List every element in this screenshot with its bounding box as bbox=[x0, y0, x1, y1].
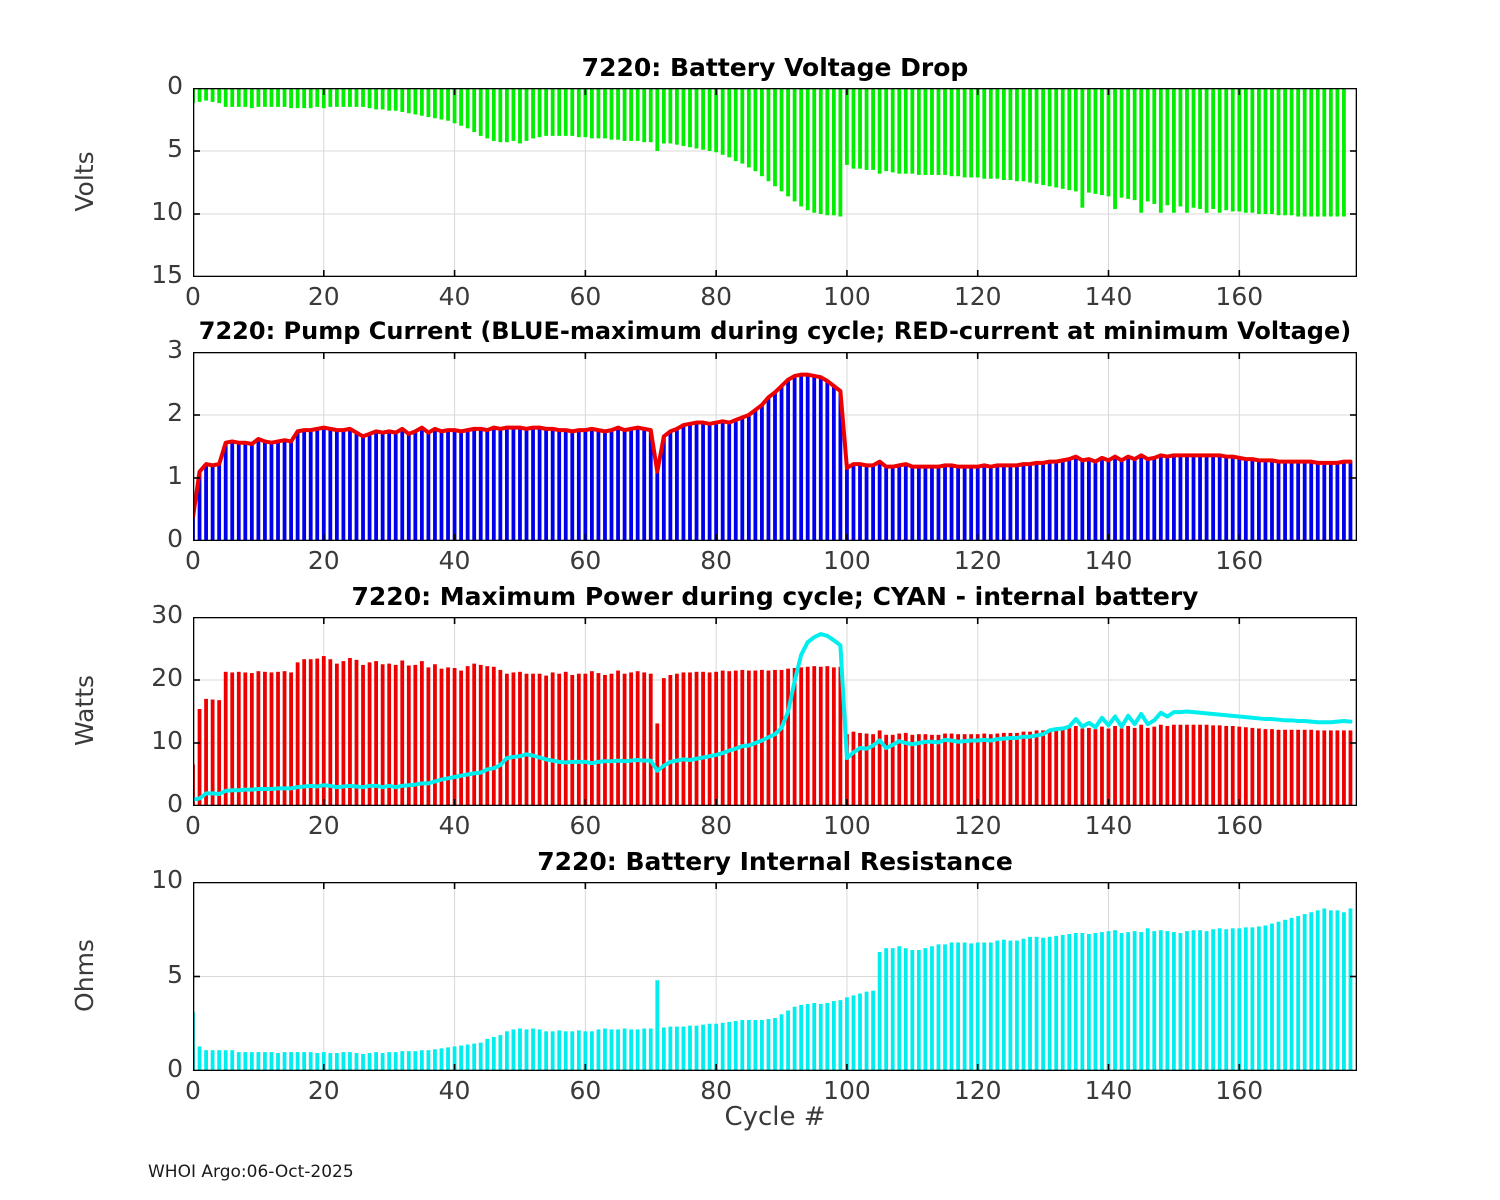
chart-panel-maximum-power bbox=[193, 617, 1357, 806]
x-tick-label: 40 bbox=[438, 1076, 471, 1105]
panel-title-maximum-power: 7220: Maximum Power during cycle; CYAN -… bbox=[351, 582, 1199, 611]
tick-marks bbox=[193, 352, 1357, 541]
x-tick-label: 80 bbox=[700, 546, 733, 575]
x-tick-label: 20 bbox=[307, 282, 340, 311]
chart-panel-battery-internal-resistance bbox=[193, 882, 1357, 1071]
x-tick-label: 140 bbox=[1084, 546, 1133, 575]
x-tick-label: 120 bbox=[953, 546, 1002, 575]
chart-panel-battery-voltage-drop bbox=[193, 88, 1357, 277]
y-tick-label: 20 bbox=[151, 663, 183, 692]
y-tick-label: 10 bbox=[151, 865, 183, 894]
plot-area-battery-voltage-drop bbox=[193, 88, 1357, 277]
x-tick-label: 80 bbox=[700, 282, 733, 311]
x-tick-label: 40 bbox=[438, 282, 471, 311]
y-tick-label: 15 bbox=[151, 260, 183, 289]
x-tick-label: 0 bbox=[185, 811, 201, 840]
x-tick-label: 80 bbox=[700, 1076, 733, 1105]
x-tick-label: 100 bbox=[823, 811, 871, 840]
y-tick-label: 0 bbox=[167, 1054, 183, 1083]
x-tick-label: 0 bbox=[185, 282, 201, 311]
y-tick-label: 30 bbox=[151, 600, 183, 629]
x-tick-label: 100 bbox=[823, 282, 871, 311]
x-tick-label: 0 bbox=[185, 546, 201, 575]
x-tick-label: 160 bbox=[1215, 282, 1264, 311]
x-tick-label: 120 bbox=[953, 282, 1002, 311]
x-tick-label: 100 bbox=[823, 546, 871, 575]
x-tick-label: 20 bbox=[307, 811, 340, 840]
bar-series bbox=[193, 374, 1353, 541]
tick-marks bbox=[193, 882, 1357, 1071]
bar-series bbox=[193, 88, 1346, 217]
tick-marks bbox=[193, 88, 1357, 277]
y-tick-label: 2 bbox=[167, 398, 183, 427]
y-tick-label: 0 bbox=[167, 789, 183, 818]
axis-frame bbox=[193, 88, 1357, 277]
y-tick-label: 1 bbox=[167, 461, 183, 490]
x-tick-label: 160 bbox=[1215, 811, 1264, 840]
x-tick-label: 140 bbox=[1084, 1076, 1133, 1105]
x-tick-label: 40 bbox=[438, 546, 471, 575]
y-tick-label: 5 bbox=[167, 959, 183, 989]
y-axis-label-battery-voltage-drop: Volts bbox=[69, 150, 99, 212]
y-tick-label: 10 bbox=[151, 197, 183, 226]
chart-panel-pump-current bbox=[193, 352, 1357, 541]
x-tick-label: 140 bbox=[1084, 811, 1133, 840]
tick-marks bbox=[193, 617, 1357, 806]
x-tick-label: 160 bbox=[1215, 1076, 1264, 1105]
overlay-line-series bbox=[193, 372, 1353, 520]
overlay-line-series bbox=[193, 632, 1353, 802]
y-tick-label: 5 bbox=[167, 134, 183, 163]
y-tick-label: 3 bbox=[167, 335, 183, 364]
x-tick-label: 160 bbox=[1215, 546, 1264, 575]
x-tick-label: 60 bbox=[569, 811, 602, 840]
y-axis-label-battery-internal-resistance: Ohms bbox=[69, 938, 99, 1012]
y-axis-label-maximum-power: Watts bbox=[69, 674, 99, 746]
x-tick-label: 100 bbox=[823, 1076, 871, 1105]
x-tick-label: 120 bbox=[953, 811, 1002, 840]
x-tick-label: 60 bbox=[569, 1076, 602, 1105]
panel-title-battery-internal-resistance: 7220: Battery Internal Resistance bbox=[537, 847, 1013, 876]
bar-series bbox=[193, 656, 1353, 806]
axis-frame bbox=[193, 617, 1357, 806]
x-tick-label: 140 bbox=[1084, 282, 1133, 311]
plot-area-battery-internal-resistance bbox=[193, 882, 1357, 1071]
x-tick-label: 20 bbox=[307, 1076, 340, 1105]
x-tick-label: 120 bbox=[953, 1076, 1002, 1105]
y-tick-label: 10 bbox=[151, 726, 183, 755]
x-tick-label: 40 bbox=[438, 811, 471, 840]
axis-frame bbox=[193, 352, 1357, 541]
panel-title-battery-voltage-drop: 7220: Battery Voltage Drop bbox=[581, 53, 969, 82]
x-tick-label: 60 bbox=[569, 546, 602, 575]
panel-title-pump-current: 7220: Pump Current (BLUE-maximum during … bbox=[198, 317, 1352, 345]
x-tick-label: 80 bbox=[700, 811, 733, 840]
y-tick-label: 0 bbox=[167, 71, 183, 100]
x-axis-title: Cycle # bbox=[724, 1102, 826, 1132]
x-tick-label: 20 bbox=[307, 546, 340, 575]
y-tick-label: 0 bbox=[167, 524, 183, 553]
bar-series bbox=[193, 908, 1353, 1071]
plot-area-pump-current bbox=[193, 352, 1357, 541]
x-tick-label: 60 bbox=[569, 282, 602, 311]
plot-area-maximum-power bbox=[193, 617, 1357, 806]
footer-credit: WHOI Argo:06-Oct-2025 bbox=[148, 1162, 354, 1182]
x-tick-label: 0 bbox=[185, 1076, 201, 1105]
